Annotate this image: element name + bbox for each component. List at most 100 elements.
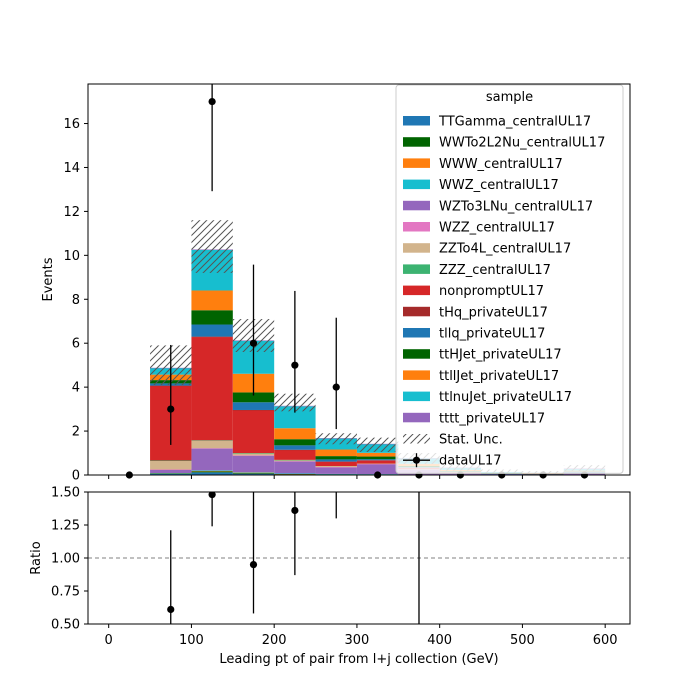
bar-ZZTo4L_centralUL17-bin-5 [315,465,357,468]
y-axis-label: Events [41,257,56,301]
legend-label-stat-unc: Stat. Unc. [439,433,503,448]
stat-unc-band-bin-2 [191,220,233,273]
ratio-plot-area: 0.50 0.75 1.00 1.25 1.50 0 100 200 300 400 500 600… [29,486,631,693]
bar-TTGamma_centralUL17-bin-3 [232,473,275,475]
bar-WWZ_centralUL17-bin-1 [150,473,192,474]
legend-swatch-ttllJet_privateUL17 [403,370,430,380]
y-tick-label-5: 10 [63,249,80,264]
legend-label-tttt_privateUL17: tttt_privateUL17 [439,411,545,426]
legend-label-ttllJet_privateUL17: ttllJet_privateUL17 [439,369,559,384]
ratio-y-tick-label-4: 1.50 [51,486,80,501]
ratio-x-ticks: 0 100 200 300 400 500 600 [105,624,618,648]
bar-ZZTo4L_centralUL17-bin-6 [356,463,399,465]
data-point-1 [167,405,175,413]
bar-ttllJet_privateUL17-bin-4 [274,428,316,440]
legend-label-ttlnuJet_privateUL17: ttlnuJet_privateUL17 [439,390,572,405]
bar-WWZ_centralUL17-bin-2 [191,470,233,471]
bar-nonpromptUL17-bin-4 [274,449,316,460]
bar-tllq_privateUL17-bin-4 [274,445,316,450]
legend-swatch-ttlnuJet_privateUL17 [403,391,430,402]
legend-swatch-tttt_privateUL17 [403,412,430,423]
data-point-5 [332,383,340,391]
legend-swatch-ZZTo4L_centralUL17 [403,243,430,253]
y-tick-label-1: 2 [72,425,80,440]
bar-ZZZ_centralUL17-bin-3 [232,453,275,454]
x-tick-label-3: 300 [345,633,370,648]
bar-ttHJet_privateUL17-bin-2 [191,310,233,325]
bar-nonpromptUL17-bin-5 [315,461,357,466]
ratio-point-1 [208,492,216,499]
bar-WZZ_centralUL17-bin-1 [150,469,192,471]
legend-label-ZZTo4L_centralUL17: ZZTo4L_centralUL17 [439,242,571,257]
ratio-point-2 [249,561,258,569]
x-tick-label-1: 100 [179,633,204,648]
main-y-ticks: 0 2 4 6 8 10 12 14 16 [63,117,88,484]
bar-tHq_privateUL17-bin-3 [232,409,275,411]
bar-WWZ_centralUL17-bin-5 [315,473,357,475]
bar-tllq_privateUL17-bin-5 [315,459,357,462]
ratio-point-5 [415,686,422,693]
ratio-y-tick-label-1: 0.75 [51,585,80,600]
bar-ttllJet_privateUL17-bin-6 [356,452,399,457]
bar-WZTo3LNu_centralUL17-bin-6 [356,464,399,475]
bar-ttHJet_privateUL17-bin-3 [232,392,275,403]
bar-WZZ_centralUL17-bin-3 [232,455,275,456]
x-tick-label-4: 400 [427,633,452,648]
bar-ttHJet_privateUL17-bin-4 [274,439,316,446]
bar-ZZZ_centralUL17-bin-4 [274,459,316,461]
bar-ttHJet_privateUL17-bin-6 [356,456,399,460]
ratio-y-tick-label-3: 1.25 [51,519,80,534]
bar-nonpromptUL17-bin-2 [191,337,233,441]
bar-WWTo2L2Nu_centralUL17-bin-3 [232,473,275,474]
y-tick-label-2: 4 [72,381,80,396]
bar-ZZTo4L_centralUL17-bin-3 [232,453,275,456]
bar-WZTo3LNu_centralUL17-bin-5 [315,467,357,474]
stat-unc-band-bin-5 [315,433,357,445]
legend-swatch-nonpromptUL17 [403,285,430,296]
bar-WZZ_centralUL17-bin-5 [315,467,357,468]
bar-tHq_privateUL17-bin-4 [274,449,316,451]
bar-TTGamma_centralUL17-bin-2 [191,472,233,475]
bar-tHq_privateUL17-bin-2 [191,336,233,338]
legend-swatch-tllq_privateUL17 [403,328,430,338]
bar-ttHJet_privateUL17-bin-5 [315,456,357,460]
bar-WZZ_centralUL17-bin-2 [191,448,233,449]
y-tick-label-4: 8 [72,293,80,308]
legend-label-ZZZ_centralUL17: ZZZ_centralUL17 [439,263,551,278]
legend-swatch-ZZZ_centralUL17 [403,264,430,274]
ratio-y-ticks: 0.50 0.75 1.00 1.25 1.50 [51,486,88,633]
ratio-point-0 [167,605,175,614]
legend-label-WWW_centralUL17: WWW_centralUL17 [439,157,563,172]
ratio-point-3 [291,506,299,515]
legend-data-marker [412,456,421,464]
bar-WWW_centralUL17-bin-3 [232,472,275,474]
legend-swatch-WZTo3LNu_centralUL17 [403,200,430,211]
legend-box [395,84,624,474]
bar-TTGamma_centralUL17-bin-1 [150,473,192,475]
bar-WZTo3LNu_centralUL17-bin-1 [150,469,192,474]
bar-WZTo3LNu_centralUL17-bin-3 [232,455,275,473]
legend-swatch-WZZ_centralUL17 [403,222,430,232]
legend-label-WZZ_centralUL17: WZZ_centralUL17 [439,221,555,236]
main-plot-area: 0 2 4 6 8 10 12 14 16 Events [41,83,631,484]
y-tick-label-3: 6 [72,337,80,352]
legend-swatch-tHq_privateUL17 [403,306,430,317]
x-tick-label-2: 200 [262,633,287,648]
bar-nonpromptUL17-bin-6 [356,460,399,464]
bar-ttllJet_privateUL17-bin-5 [315,449,357,457]
ratio-points [167,492,422,693]
legend-label-WWZ_centralUL17: WWZ_centralUL17 [439,178,559,193]
bar-ZZZ_centralUL17-bin-2 [191,440,233,441]
y-tick-label-6: 12 [63,205,80,220]
bar-WWZ_centralUL17-bin-4 [274,473,316,474]
bar-WWW_centralUL17-bin-2 [191,470,233,472]
bar-WZTo3LNu_centralUL17-bin-2 [191,448,233,471]
ratio-y-tick-label-0: 0.50 [51,618,80,633]
bar-WZZ_centralUL17-bin-4 [274,461,316,462]
legend-label-WWTo2L2Nu_centralUL17: WWTo2L2Nu_centralUL17 [439,136,605,151]
bar-ZZTo4L_centralUL17-bin-1 [150,460,192,470]
legend-label-WZTo3LNu_centralUL17: WZTo3LNu_centralUL17 [439,199,593,214]
bar-WZTo3LNu_centralUL17-bin-4 [274,461,316,474]
ratio-axes-frame [87,491,631,625]
